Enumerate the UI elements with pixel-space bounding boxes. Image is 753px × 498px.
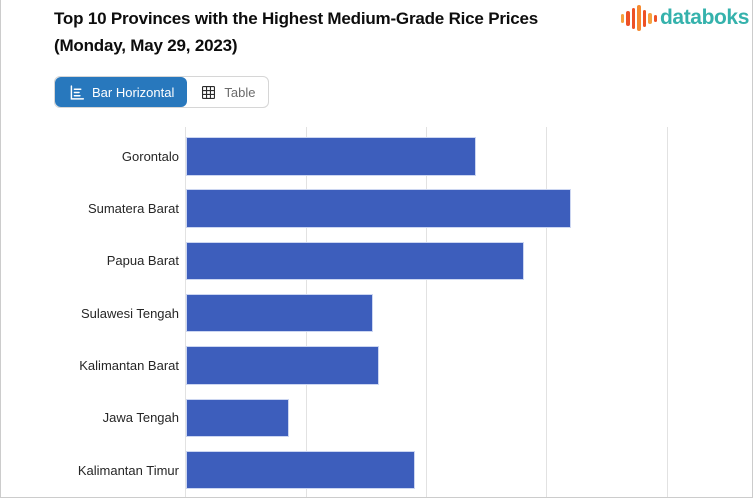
category-label: Sulawesi Tengah [80, 305, 179, 321]
category-label: Gorontalo [121, 148, 179, 164]
gridline [185, 127, 186, 497]
page-title: Top 10 Provinces with the Highest Medium… [54, 5, 614, 59]
bar-horizontal-icon [68, 84, 85, 101]
category-label: Kalimantan Barat [79, 358, 179, 374]
gridline [425, 127, 427, 497]
gridline [546, 127, 548, 497]
databoks-logo-text: databoks [660, 6, 749, 29]
category-label: Sumatera Barat [87, 201, 179, 217]
tab-table[interactable]: Table [187, 77, 268, 107]
bar[interactable] [186, 241, 524, 281]
bar[interactable] [186, 189, 572, 228]
bar[interactable] [186, 450, 415, 490]
category-label: Jawa Tengah [102, 410, 179, 426]
bar[interactable] [186, 346, 379, 385]
tab-bar-horizontal[interactable]: Bar Horizontal [55, 77, 188, 107]
category-label: Kalimantan Timur [77, 462, 179, 478]
category-label: Papua Barat [106, 253, 179, 269]
databoks-pulse-icon [620, 5, 657, 31]
bar[interactable] [186, 293, 374, 333]
tab-table-label: Table [224, 84, 256, 100]
bar[interactable] [186, 398, 289, 438]
chart-type-tabs: Bar Horizontal Table [54, 76, 270, 108]
bar[interactable] [186, 137, 477, 176]
databoks-logo: databoks [620, 5, 749, 31]
title-line-1: Top 10 Provinces with the Highest Medium… [54, 9, 539, 28]
table-icon [200, 84, 217, 101]
title-line-2: (Monday, May 29, 2023) [54, 36, 238, 55]
gridline [666, 127, 668, 497]
tab-bar-horizontal-label: Bar Horizontal [92, 84, 175, 100]
